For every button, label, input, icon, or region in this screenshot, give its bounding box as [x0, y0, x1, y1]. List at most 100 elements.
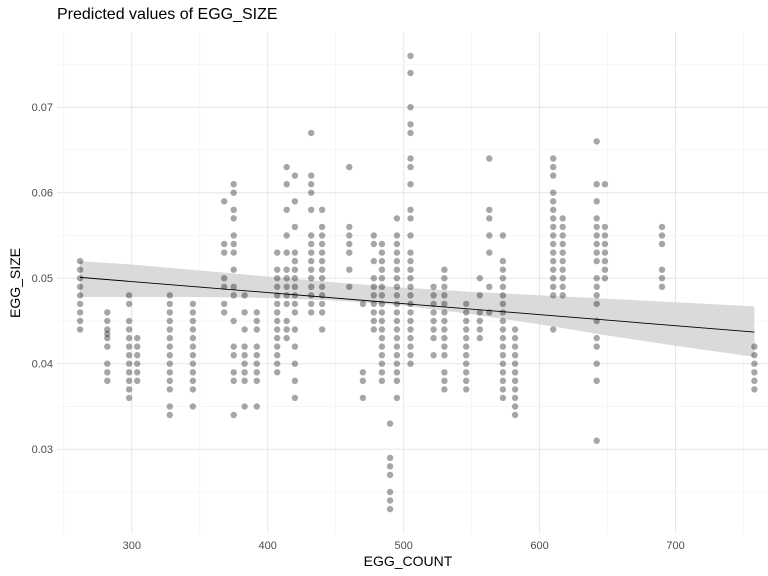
data-point [393, 334, 401, 342]
data-point [230, 377, 237, 384]
data-point [393, 343, 401, 350]
data-point [393, 240, 401, 248]
data-point [430, 309, 437, 316]
data-point [370, 326, 377, 333]
data-point [386, 420, 394, 427]
data-point [499, 343, 507, 350]
data-point [104, 330, 111, 337]
data-point [550, 163, 557, 171]
data-point [283, 326, 290, 333]
data-point [441, 326, 448, 333]
data-point [166, 403, 173, 410]
data-point [393, 249, 401, 256]
y-tick-label: 0.06 [32, 188, 53, 200]
data-point [134, 343, 141, 350]
data-point [378, 257, 386, 265]
data-point [189, 403, 197, 410]
data-point [318, 257, 326, 265]
data-point [283, 232, 290, 239]
data-point [283, 275, 290, 282]
data-point [253, 309, 260, 316]
x-tick-label: 500 [394, 540, 412, 552]
data-point [346, 223, 353, 231]
data-point [441, 283, 448, 290]
data-point [378, 369, 386, 376]
data-point [601, 249, 609, 256]
data-point [393, 369, 401, 376]
x-axis-title: EGG_COUNT [364, 553, 453, 569]
data-point [104, 334, 111, 342]
data-point [378, 249, 386, 256]
data-point [486, 249, 493, 256]
data-point [104, 309, 111, 316]
data-point [230, 352, 237, 359]
data-point [189, 377, 197, 384]
data-point [76, 266, 84, 273]
data-point [318, 223, 326, 231]
data-point [751, 369, 758, 376]
data-point [407, 360, 414, 367]
data-point [274, 343, 281, 350]
data-point [241, 369, 248, 376]
data-point [658, 275, 666, 282]
data-point [386, 454, 394, 461]
data-point [486, 283, 493, 290]
data-point [593, 283, 600, 290]
data-point [386, 505, 394, 513]
data-point [463, 386, 470, 393]
data-point [407, 334, 414, 342]
data-point [751, 360, 758, 367]
data-point [430, 283, 437, 290]
data-point [393, 309, 401, 316]
data-point [593, 334, 600, 342]
data-point [166, 292, 173, 299]
data-point [274, 326, 281, 333]
data-point [241, 377, 248, 384]
data-point [441, 266, 448, 273]
data-point [283, 317, 290, 325]
data-point [221, 275, 228, 282]
data-point [378, 343, 386, 350]
data-point [274, 317, 281, 325]
data-point [291, 283, 299, 290]
data-point [76, 275, 84, 282]
data-point [308, 172, 315, 179]
data-point [359, 369, 367, 376]
data-point [308, 232, 315, 239]
data-point [318, 309, 326, 316]
data-point [308, 275, 315, 282]
data-point [104, 317, 111, 325]
data-point [253, 377, 260, 384]
data-point [511, 369, 519, 376]
data-point [166, 377, 173, 384]
data-point [318, 206, 326, 213]
data-point [221, 240, 228, 248]
data-point [291, 257, 299, 265]
data-point [230, 240, 237, 248]
data-point [241, 292, 248, 299]
data-point [370, 232, 377, 239]
data-point [407, 249, 414, 256]
data-point [550, 172, 557, 179]
data-point [274, 275, 281, 282]
data-point [318, 232, 326, 239]
data-point [378, 240, 386, 248]
data-point [308, 257, 315, 265]
data-point [166, 352, 173, 359]
data-point [166, 386, 173, 393]
data-point [125, 343, 133, 350]
data-point [230, 215, 237, 222]
data-point [308, 292, 315, 299]
data-point [230, 343, 237, 350]
data-point [378, 317, 386, 325]
data-point [499, 326, 507, 333]
data-point [291, 223, 299, 231]
data-point [104, 343, 111, 350]
data-point [166, 317, 173, 325]
data-point [378, 309, 386, 316]
y-tick-label: 0.03 [32, 444, 53, 456]
data-point [274, 352, 281, 359]
data-point [386, 463, 394, 470]
data-point [407, 257, 414, 265]
data-point [441, 343, 448, 350]
